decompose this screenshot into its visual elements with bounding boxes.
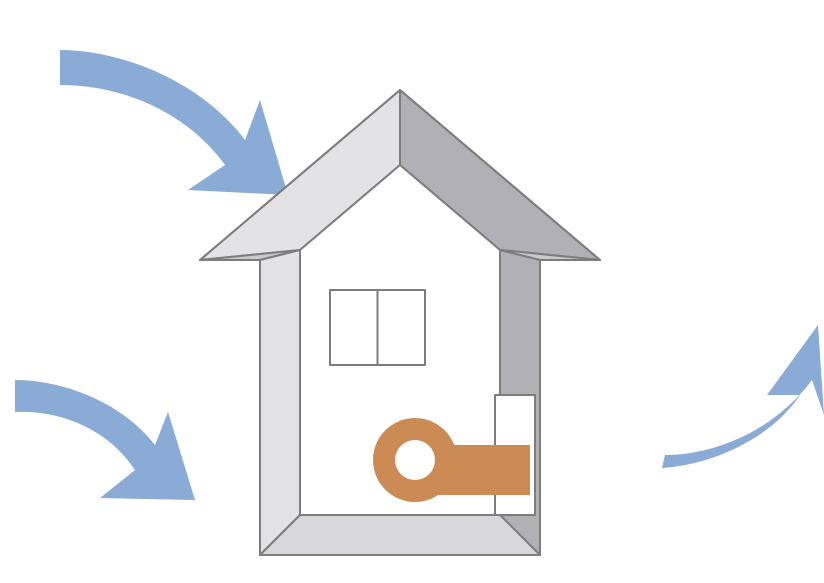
arrow-in-left: [15, 380, 195, 500]
floor-edge: [260, 515, 540, 555]
arrow-in-top-left: [60, 50, 288, 195]
arrow-out-right: [662, 325, 824, 468]
tape-hole: [395, 440, 435, 480]
wall-left-side: [260, 250, 300, 555]
